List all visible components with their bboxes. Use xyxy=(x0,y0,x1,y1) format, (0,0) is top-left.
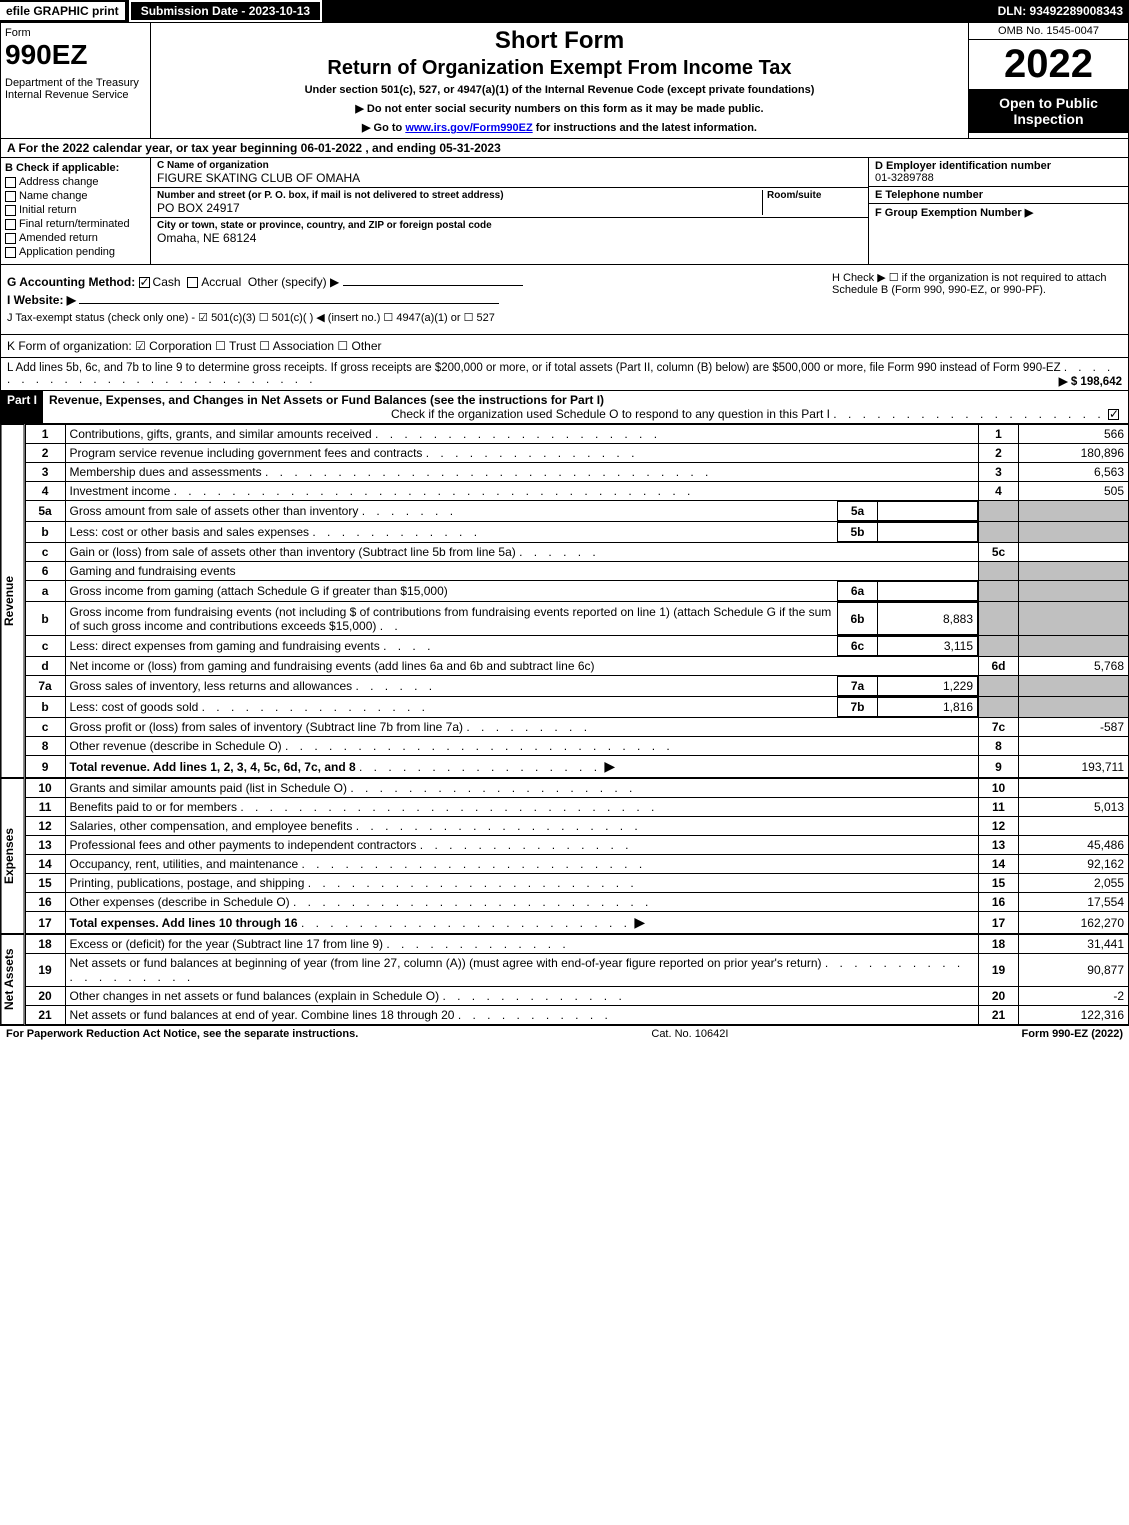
row-a-tax-year: A For the 2022 calendar year, or tax yea… xyxy=(0,139,1129,158)
title-return: Return of Organization Exempt From Incom… xyxy=(159,57,960,80)
org-name: FIGURE SKATING CLUB OF OMAHA xyxy=(157,171,360,185)
title-short-form: Short Form xyxy=(159,27,960,55)
revenue-table: 1Contributions, gifts, grants, and simil… xyxy=(25,424,1129,778)
efile-label: efile GRAPHIC print xyxy=(0,2,125,20)
c-name-label: C Name of organization xyxy=(157,160,862,171)
netassets-section: Net Assets 18Excess or (deficit) for the… xyxy=(0,934,1129,1025)
form-meta-block: OMB No. 1545-0047 2022 Open to Public In… xyxy=(968,23,1128,138)
gross-receipts: ▶ $ 198,642 xyxy=(1059,374,1122,388)
line-7a: 7aGross sales of inventory, less returns… xyxy=(25,676,1128,697)
line-6c: cLess: direct expenses from gaming and f… xyxy=(25,636,1128,657)
section-h: H Check ▶ ☐ if the organization is not r… xyxy=(832,271,1122,296)
line-2: 2Program service revenue including gover… xyxy=(25,444,1128,463)
line-5c: cGain or (loss) from sale of assets othe… xyxy=(25,543,1128,562)
section-l: L Add lines 5b, 6c, and 7b to line 9 to … xyxy=(0,358,1129,391)
line-4: 4Investment income . . . . . . . . . . .… xyxy=(25,482,1128,501)
omb-number: OMB No. 1545-0047 xyxy=(969,23,1128,40)
form-header: Form 990EZ Department of the Treasury In… xyxy=(0,22,1129,139)
netassets-label: Net Assets xyxy=(1,934,25,1025)
chk-final-return[interactable]: Final return/terminated xyxy=(5,218,146,230)
section-j: J Tax-exempt status (check only one) - ☑… xyxy=(7,311,1122,324)
line-7b: bLess: cost of goods sold . . . . . . . … xyxy=(25,697,1128,718)
line-6a: aGross income from gaming (attach Schedu… xyxy=(25,581,1128,602)
line-1: 1Contributions, gifts, grants, and simil… xyxy=(25,425,1128,444)
line-16: 16Other expenses (describe in Schedule O… xyxy=(25,893,1128,912)
section-ghij: H Check ▶ ☐ if the organization is not r… xyxy=(0,265,1129,335)
line-7c: cGross profit or (loss) from sales of in… xyxy=(25,718,1128,737)
chk-accrual[interactable] xyxy=(187,277,198,288)
form-title-block: Short Form Return of Organization Exempt… xyxy=(151,23,968,138)
line-6b: bGross income from fundraising events (n… xyxy=(25,602,1128,636)
line-6: 6Gaming and fundraising events xyxy=(25,562,1128,581)
section-e: E Telephone number xyxy=(869,187,1128,204)
instruction-1: ▶ Do not enter social security numbers o… xyxy=(159,102,960,115)
part1-header: Part I Revenue, Expenses, and Changes in… xyxy=(0,391,1129,424)
expenses-section: Expenses 10Grants and similar amounts pa… xyxy=(0,778,1129,934)
expenses-label: Expenses xyxy=(1,778,25,934)
section-bcdef: B Check if applicable: Address change Na… xyxy=(0,158,1129,265)
section-b: B Check if applicable: Address change Na… xyxy=(1,158,151,264)
footer-center: Cat. No. 10642I xyxy=(651,1028,728,1040)
line-5b: bLess: cost or other basis and sales exp… xyxy=(25,522,1128,543)
chk-schedule-o[interactable] xyxy=(1108,409,1119,420)
line-21: 21Net assets or fund balances at end of … xyxy=(25,1006,1128,1025)
line-8: 8Other revenue (describe in Schedule O) … xyxy=(25,737,1128,756)
footer-left: For Paperwork Reduction Act Notice, see … xyxy=(6,1028,358,1040)
line-20: 20Other changes in net assets or fund ba… xyxy=(25,987,1128,1006)
form-id-block: Form 990EZ Department of the Treasury In… xyxy=(1,23,151,138)
footer-right: Form 990-EZ (2022) xyxy=(1022,1028,1123,1040)
line-5a: 5aGross amount from sale of assets other… xyxy=(25,501,1128,522)
line-19: 19Net assets or fund balances at beginni… xyxy=(25,954,1128,987)
part1-label: Part I xyxy=(1,391,43,423)
website xyxy=(79,303,499,304)
submission-date: Submission Date - 2023-10-13 xyxy=(129,0,322,22)
section-c: C Name of organization FIGURE SKATING CL… xyxy=(151,158,868,264)
line-3: 3Membership dues and assessments . . . .… xyxy=(25,463,1128,482)
form-label: Form xyxy=(5,27,146,39)
org-city: Omaha, NE 68124 xyxy=(157,231,256,245)
open-to-public: Open to Public Inspection xyxy=(969,89,1128,133)
chk-address-change[interactable]: Address change xyxy=(5,176,146,188)
chk-amended-return[interactable]: Amended return xyxy=(5,232,146,244)
department-label: Department of the Treasury Internal Reve… xyxy=(5,77,146,101)
line-18: 18Excess or (deficit) for the year (Subt… xyxy=(25,935,1128,954)
line-9: 9Total revenue. Add lines 1, 2, 3, 4, 5c… xyxy=(25,756,1128,778)
room-suite-label: Room/suite xyxy=(767,190,862,201)
section-def: D Employer identification number 01-3289… xyxy=(868,158,1128,264)
org-address: PO BOX 24917 xyxy=(157,201,240,215)
form-number: 990EZ xyxy=(5,39,146,71)
dln: DLN: 93492289008343 xyxy=(998,4,1129,18)
revenue-label: Revenue xyxy=(1,424,25,778)
chk-cash[interactable] xyxy=(139,277,150,288)
top-bar: efile GRAPHIC print Submission Date - 20… xyxy=(0,0,1129,22)
c-address-label: Number and street (or P. O. box, if mail… xyxy=(157,190,762,201)
section-d: D Employer identification number 01-3289… xyxy=(869,158,1128,187)
page-footer: For Paperwork Reduction Act Notice, see … xyxy=(0,1025,1129,1042)
expenses-table: 10Grants and similar amounts paid (list … xyxy=(25,778,1129,934)
chk-initial-return[interactable]: Initial return xyxy=(5,204,146,216)
section-k: K Form of organization: ☑ Corporation ☐ … xyxy=(0,335,1129,358)
section-b-header: B Check if applicable: xyxy=(5,162,146,174)
chk-name-change[interactable]: Name change xyxy=(5,190,146,202)
section-f: F Group Exemption Number ▶ xyxy=(869,204,1128,221)
tax-year: 2022 xyxy=(969,40,1128,89)
line-15: 15Printing, publications, postage, and s… xyxy=(25,874,1128,893)
line-11: 11Benefits paid to or for members . . . … xyxy=(25,798,1128,817)
line-17: 17Total expenses. Add lines 10 through 1… xyxy=(25,912,1128,934)
netassets-table: 18Excess or (deficit) for the year (Subt… xyxy=(25,934,1129,1025)
part1-title: Revenue, Expenses, and Changes in Net As… xyxy=(49,393,604,407)
c-city-label: City or town, state or province, country… xyxy=(157,220,862,231)
line-12: 12Salaries, other compensation, and empl… xyxy=(25,817,1128,836)
line-6d: dNet income or (loss) from gaming and fu… xyxy=(25,657,1128,676)
subtitle: Under section 501(c), 527, or 4947(a)(1)… xyxy=(159,84,960,96)
revenue-section: Revenue 1Contributions, gifts, grants, a… xyxy=(0,424,1129,778)
ein: 01-3289788 xyxy=(875,172,934,184)
line-14: 14Occupancy, rent, utilities, and mainte… xyxy=(25,855,1128,874)
chk-application-pending[interactable]: Application pending xyxy=(5,246,146,258)
irs-link[interactable]: www.irs.gov/Form990EZ xyxy=(405,122,532,134)
line-10: 10Grants and similar amounts paid (list … xyxy=(25,779,1128,798)
line-13: 13Professional fees and other payments t… xyxy=(25,836,1128,855)
instruction-2: ▶ Go to www.irs.gov/Form990EZ for instru… xyxy=(159,121,960,134)
